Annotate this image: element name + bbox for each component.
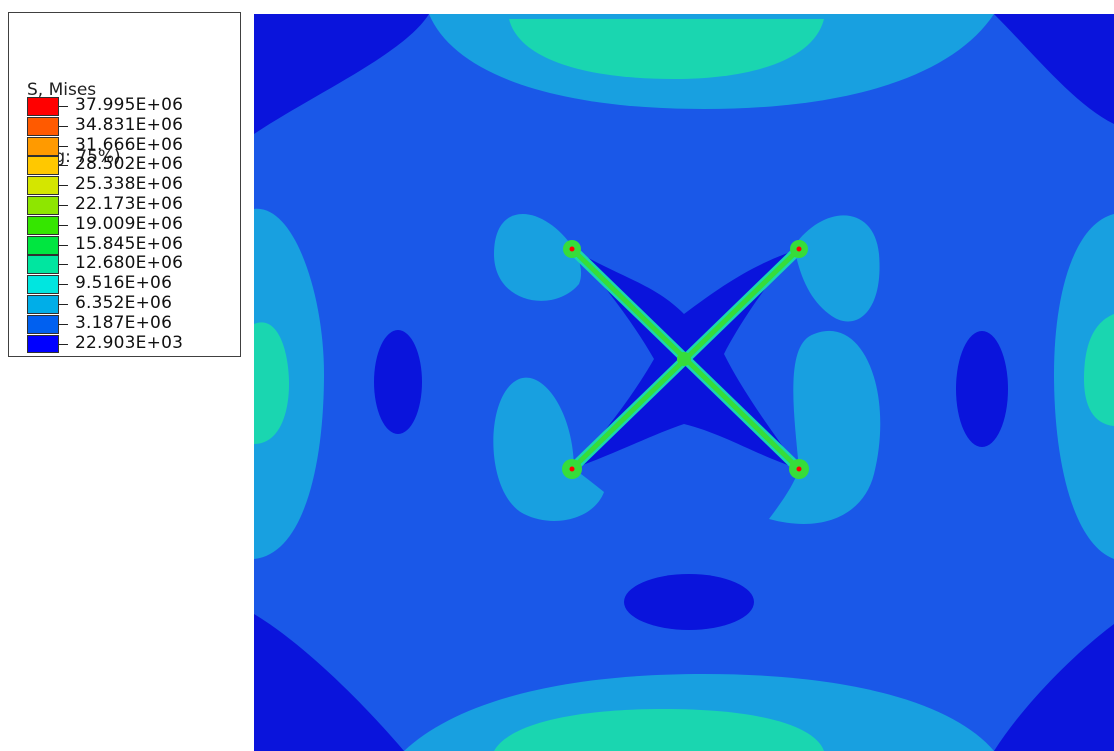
right-band-outer: [1054, 214, 1114, 559]
legend-tick: [59, 185, 68, 187]
legend-value-label: 28.502E+06: [75, 154, 184, 175]
legend-value-label: 9.516E+06: [75, 273, 173, 294]
legend-value-label: 37.995E+06: [75, 95, 184, 115]
crack-tip-bottom-right-peak: [796, 466, 802, 472]
legend-swatch: [27, 215, 59, 235]
corner-region-bottom-left: [254, 614, 404, 751]
von-mises-contour-plot: [254, 14, 1114, 751]
corner-region-bottom-right: [994, 624, 1114, 751]
legend-value-label: 6.352E+06: [75, 293, 173, 313]
legend-value-label: 19.009E+06: [75, 213, 184, 234]
legend-tick: [59, 284, 68, 286]
crack-tip-top-left-peak: [569, 246, 575, 252]
pocket-bottom: [624, 574, 754, 630]
legend-tick: [59, 264, 68, 266]
legend-value-label: 3.187E+06: [75, 312, 173, 333]
stress-legend: S, Mises (Avg: 75%) 37.995E+06 34.831E+06…: [8, 12, 241, 357]
crack-intersection: [677, 352, 691, 366]
legend-swatch: [27, 275, 59, 295]
legend-swatch: [27, 136, 59, 156]
legend-color-scale: [27, 97, 68, 353]
legend-tick: [59, 323, 68, 325]
legend-value-label: 22.903E+03: [75, 332, 184, 353]
legend-tick: [59, 224, 68, 226]
legend-swatch: [27, 196, 59, 215]
legend-value-label: 15.845E+06: [75, 233, 184, 254]
top-band-inner: [509, 19, 824, 79]
pocket-left: [374, 330, 422, 434]
legend-swatch: [27, 176, 59, 196]
legend-value-label: 31.666E+06: [75, 134, 184, 155]
legend-swatch: [27, 295, 59, 314]
crack-tip-zone-bottom-left: [493, 377, 604, 521]
left-band-inner: [254, 322, 289, 444]
crack-tip-top-right-peak: [796, 246, 802, 252]
corner-region-top-right: [994, 14, 1114, 124]
crack-tip-bottom-left-peak: [569, 466, 575, 472]
legend-value-label: 25.338E+06: [75, 174, 184, 195]
legend-swatch: [27, 97, 59, 116]
legend-tick: [59, 304, 68, 305]
crack-tip-zone-top-right: [794, 215, 880, 322]
legend-tick: [59, 244, 68, 246]
crack-tip-zone-top-left: [494, 214, 582, 301]
legend-tick: [59, 343, 68, 345]
corner-region-top-left: [254, 14, 429, 134]
right-band-inner: [1084, 314, 1114, 426]
legend-swatch: [27, 156, 59, 176]
legend-tick: [59, 165, 68, 167]
legend-tick: [59, 145, 68, 147]
legend-title: S, Mises: [27, 80, 97, 100]
legend-swatch: [27, 314, 59, 334]
legend-swatch: [27, 255, 59, 275]
legend-value-label: 34.831E+06: [75, 114, 184, 135]
legend-value-label: 12.680E+06: [75, 253, 184, 274]
legend-tick: [59, 106, 68, 107]
legend-value-label: 22.173E+06: [75, 194, 184, 214]
legend-tick: [59, 205, 68, 206]
bottom-band-inner: [494, 709, 824, 751]
legend-tick: [59, 125, 68, 127]
legend-swatch: [27, 116, 59, 136]
legend-swatch: [27, 334, 59, 353]
legend-swatch: [27, 235, 59, 255]
pocket-right: [956, 331, 1008, 447]
